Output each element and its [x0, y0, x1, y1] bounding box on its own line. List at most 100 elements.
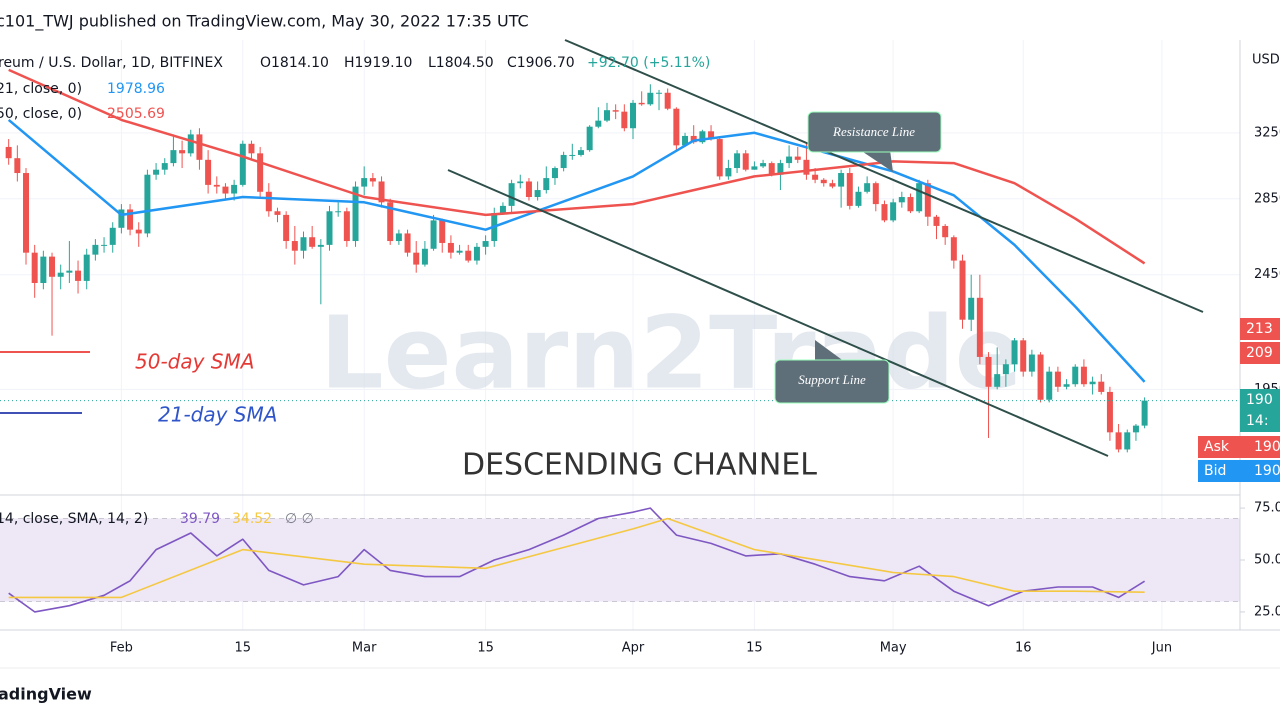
- candle-body: [508, 183, 515, 206]
- sma50-annotation: 50-day SMA: [135, 350, 254, 374]
- x-tick-label: Jun: [1151, 641, 1172, 656]
- price-tag-label: 190: [1246, 392, 1273, 408]
- candle-body: [872, 183, 879, 205]
- support-trendline: [447, 169, 1109, 457]
- candle-body: [1072, 366, 1079, 385]
- candle-body: [569, 154, 576, 156]
- candle-body: [560, 154, 567, 169]
- candle-body: [1080, 366, 1087, 385]
- candle-body: [1141, 400, 1148, 426]
- series-line: [8, 507, 1146, 613]
- candle-body: [777, 163, 784, 175]
- sma21-annotation: 21-day SMA: [158, 403, 277, 427]
- candle-body: [1011, 340, 1018, 365]
- price-tag: [1240, 318, 1280, 340]
- candle-body: [942, 225, 949, 238]
- y-tick-label: 3250.00: [1254, 125, 1280, 140]
- candle-body: [300, 237, 307, 251]
- candle-body: [482, 241, 489, 247]
- candle-body: [1089, 381, 1096, 385]
- channel-annotation: DESCENDING CHANNEL: [462, 448, 817, 483]
- callout-box: [807, 111, 942, 153]
- rsi-sma-value: 34.52: [232, 511, 272, 527]
- candle-body: [968, 297, 975, 320]
- y-tick-label: 25.00: [1254, 604, 1280, 619]
- price-tag-value: 190: [1254, 463, 1280, 479]
- published-line: c101_TWJ published on TradingView.com, M…: [0, 12, 529, 32]
- candle-body: [846, 173, 853, 206]
- candle-body: [153, 169, 160, 175]
- candle-body: [317, 244, 324, 247]
- candle-body: [352, 186, 359, 242]
- candle-body: [734, 153, 741, 169]
- rsi-icons: ∅ ∅: [285, 511, 314, 527]
- candle-body: [1046, 371, 1053, 400]
- candle-body: [638, 102, 645, 105]
- candle-body: [690, 135, 697, 143]
- y-tick-label: 50.00: [1254, 553, 1280, 568]
- symbol: reum / U.S. Dollar, 1D, BITFINEX: [0, 55, 223, 71]
- candle-body: [465, 250, 472, 261]
- candle-body: [525, 181, 532, 198]
- candle-body: [916, 183, 923, 212]
- candle-body: [75, 270, 82, 281]
- x-tick-label: May: [880, 641, 907, 656]
- candle-body: [196, 134, 203, 160]
- candle-body: [577, 150, 584, 155]
- candle-body: [1020, 340, 1027, 372]
- candle-body: [1124, 432, 1131, 450]
- candle-body: [335, 211, 342, 213]
- candle-body: [751, 166, 758, 170]
- candle-body: [361, 178, 368, 187]
- candle-body: [447, 242, 454, 253]
- candle-body: [404, 233, 411, 253]
- candle-body: [421, 248, 428, 265]
- sma21-legend: 21, close, 0): [0, 81, 82, 97]
- candle-body: [66, 270, 73, 273]
- candle-body: [291, 241, 298, 251]
- candle-body: [985, 356, 992, 387]
- candle-body: [742, 153, 749, 170]
- candle-body: [5, 146, 12, 159]
- sma21-value: 1978.96: [107, 81, 165, 97]
- axes: Feb 15 Mar 15 Apr 15 May 16 Jun 3250.00 2850.00 245…: [110, 125, 1280, 655]
- candle-body: [378, 181, 385, 203]
- candle-body: [170, 150, 177, 164]
- ohlc-value: O1814.10: [260, 55, 329, 71]
- resistance-callout: Resistance Line: [807, 111, 942, 172]
- candle-body: [31, 252, 38, 283]
- candle-body: [907, 197, 914, 212]
- candle-body: [959, 260, 966, 320]
- candle-body: [23, 173, 30, 253]
- candle-body: [309, 237, 316, 247]
- series-line: [7, 118, 1146, 383]
- candle-body: [274, 211, 281, 215]
- callout-text: Resistance Line: [832, 124, 915, 139]
- candle-body: [144, 174, 151, 234]
- candle-body: [664, 92, 671, 109]
- candle-body: [57, 272, 64, 277]
- candle-body: [205, 159, 212, 185]
- sma50-legend: 50, close, 0): [0, 106, 82, 122]
- candle-body: [395, 233, 402, 242]
- rsi-legend: 14, close, SMA, 14, 2): [0, 511, 148, 527]
- candle-body: [49, 256, 56, 277]
- candle-body: [92, 244, 99, 255]
- support-callout: Support Line: [774, 340, 890, 404]
- price-tag: [1240, 342, 1280, 364]
- candle-body: [994, 374, 1001, 387]
- price-tag-label: 14:: [1246, 413, 1269, 429]
- x-tick-label: Feb: [110, 641, 133, 656]
- candle-body: [716, 139, 723, 177]
- candle-body: [222, 186, 229, 194]
- candle-body: [786, 156, 793, 164]
- candle-body: [1098, 381, 1105, 392]
- price-tag-label: 209: [1246, 345, 1273, 361]
- ohlc-legend: O1814.10 H1919.10 L1804.50 C1906.70 +92.70 (…: [260, 55, 710, 71]
- candle-body: [161, 163, 168, 170]
- footer-brand: adingView: [0, 685, 92, 704]
- candle-body: [803, 159, 810, 175]
- candle-body: [430, 220, 437, 249]
